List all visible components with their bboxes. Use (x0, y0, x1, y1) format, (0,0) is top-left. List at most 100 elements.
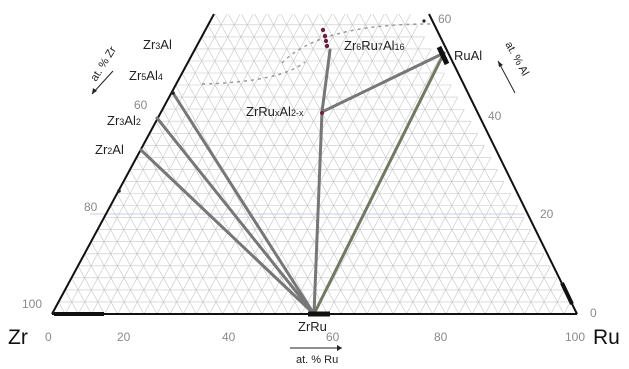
grid-line (90, 241, 132, 314)
grid-line (379, 133, 478, 314)
grid-line (129, 169, 210, 314)
grid-line (327, 84, 452, 314)
grid-line (149, 133, 250, 314)
grid-line (123, 181, 197, 314)
grid-line (524, 265, 551, 314)
marker-zr6ru7al16-3 (323, 38, 329, 44)
grid-line (432, 181, 505, 314)
grid-line (136, 157, 223, 314)
label-zrruxal: ZrRuxAl2-x (246, 104, 304, 119)
label-zr2al: Zr2Al (95, 142, 124, 157)
right-axis-title: at. % Al (497, 40, 531, 94)
grid-line (103, 217, 158, 314)
bottom-tick-80: 80 (434, 330, 448, 344)
grid-line (214, 14, 381, 314)
label-zr3al: Zr3Al (143, 37, 172, 52)
grid-line (220, 14, 394, 314)
corner-label-zr: Zr (8, 326, 28, 349)
phase-labels: Zr3Al Zr5Al4 Zr3Al2 Zr2Al Zr6Ru7Al16 ZrR… (95, 37, 482, 334)
marker-zrrual (320, 111, 324, 115)
left-axis-title: at. % Zr (88, 44, 119, 95)
frame-right-edge (428, 13, 578, 315)
left-axis-arrowhead (92, 88, 97, 94)
rual-homogeneity-bar (436, 45, 450, 66)
grid-line (340, 96, 459, 314)
grid-line (288, 48, 432, 314)
grid-line (248, 14, 412, 314)
grid-line (498, 241, 538, 314)
right-axis-title-text: at. % Al (502, 40, 531, 78)
grid-line (511, 253, 545, 314)
grid-line (201, 36, 355, 314)
left-axis-title-text: at. % Zr (88, 44, 119, 83)
tie-line-zr6ru7al16 (320, 48, 332, 114)
label-rual: RuAl (454, 48, 482, 63)
bottom-axis-title-text: at. % Ru (296, 354, 338, 366)
grid-line (77, 265, 105, 314)
bottom-tick-60: 60 (326, 330, 340, 344)
right-tick-60: 60 (438, 12, 452, 26)
grid-line (84, 253, 118, 314)
grid-line (537, 277, 558, 314)
left-axis-ticks: 60 80 100 (22, 98, 148, 311)
grid-line (117, 14, 346, 314)
grid-line (188, 60, 328, 314)
label-zr6ru7al16: Zr6Ru7Al16 (344, 38, 405, 53)
tie-line-zr3al2 (155, 116, 316, 316)
grid-line (266, 14, 486, 314)
grid-line (110, 205, 171, 314)
grid-line (292, 14, 538, 314)
tie-line-rual-zrru (312, 51, 446, 316)
grid-line (142, 145, 237, 314)
grid-line (181, 72, 315, 314)
grid-line (222, 14, 399, 314)
left-tick-100: 100 (22, 297, 42, 311)
right-tick-40: 40 (488, 109, 502, 123)
right-axis-arrowhead (498, 61, 503, 67)
grid-line (471, 217, 525, 314)
right-tick-0: 0 (590, 306, 597, 320)
tie-lines (139, 48, 446, 316)
marker-zr6ru7al16-1 (320, 27, 326, 33)
grid-line (64, 14, 319, 314)
dotted-boundary-lower (201, 61, 306, 85)
frame-left-edge (51, 13, 215, 315)
grid-line (458, 205, 518, 314)
grid-line (419, 169, 498, 314)
grid-line (353, 108, 465, 314)
grid-line (162, 108, 276, 314)
bottom-tick-100: 100 (565, 330, 585, 344)
grid-line (406, 157, 492, 314)
grid-line (274, 36, 425, 314)
dotted-boundary-upper (281, 23, 431, 64)
grid-line (305, 14, 565, 314)
grid-line (240, 14, 433, 314)
left-tick-60: 60 (134, 98, 148, 112)
grid-line (314, 72, 445, 314)
right-axis-ticks: 60 40 20 0 (438, 12, 597, 320)
marker-zr6ru7al16-4 (324, 43, 330, 49)
bottom-axis-ticks: 0 20 40 60 80 100 (45, 330, 585, 344)
grid-line (253, 14, 460, 314)
grid-line (58, 301, 66, 314)
grid-line (393, 145, 485, 314)
grid-line (143, 14, 359, 314)
right-tick-20: 20 (540, 207, 554, 221)
marker-left-edge-2 (117, 189, 121, 193)
label-zr3al2: Zr3Al2 (107, 113, 141, 128)
grid-line (155, 121, 263, 314)
marker-top (422, 19, 426, 23)
grid-line (366, 121, 472, 314)
ru-solubility-bar (560, 282, 574, 305)
bottom-axis-arrowhead (337, 345, 342, 351)
grid-line (97, 229, 145, 314)
grid-line (227, 14, 407, 314)
grid-line (169, 14, 372, 314)
bottom-tick-40: 40 (222, 330, 236, 344)
grid-line (175, 84, 302, 314)
tie-line-zr2al (139, 148, 316, 316)
bottom-axis-title: at. % Ru (290, 345, 342, 366)
grid-line (279, 14, 512, 314)
grid-line (64, 289, 79, 314)
tie-line-zrrual (312, 110, 324, 316)
